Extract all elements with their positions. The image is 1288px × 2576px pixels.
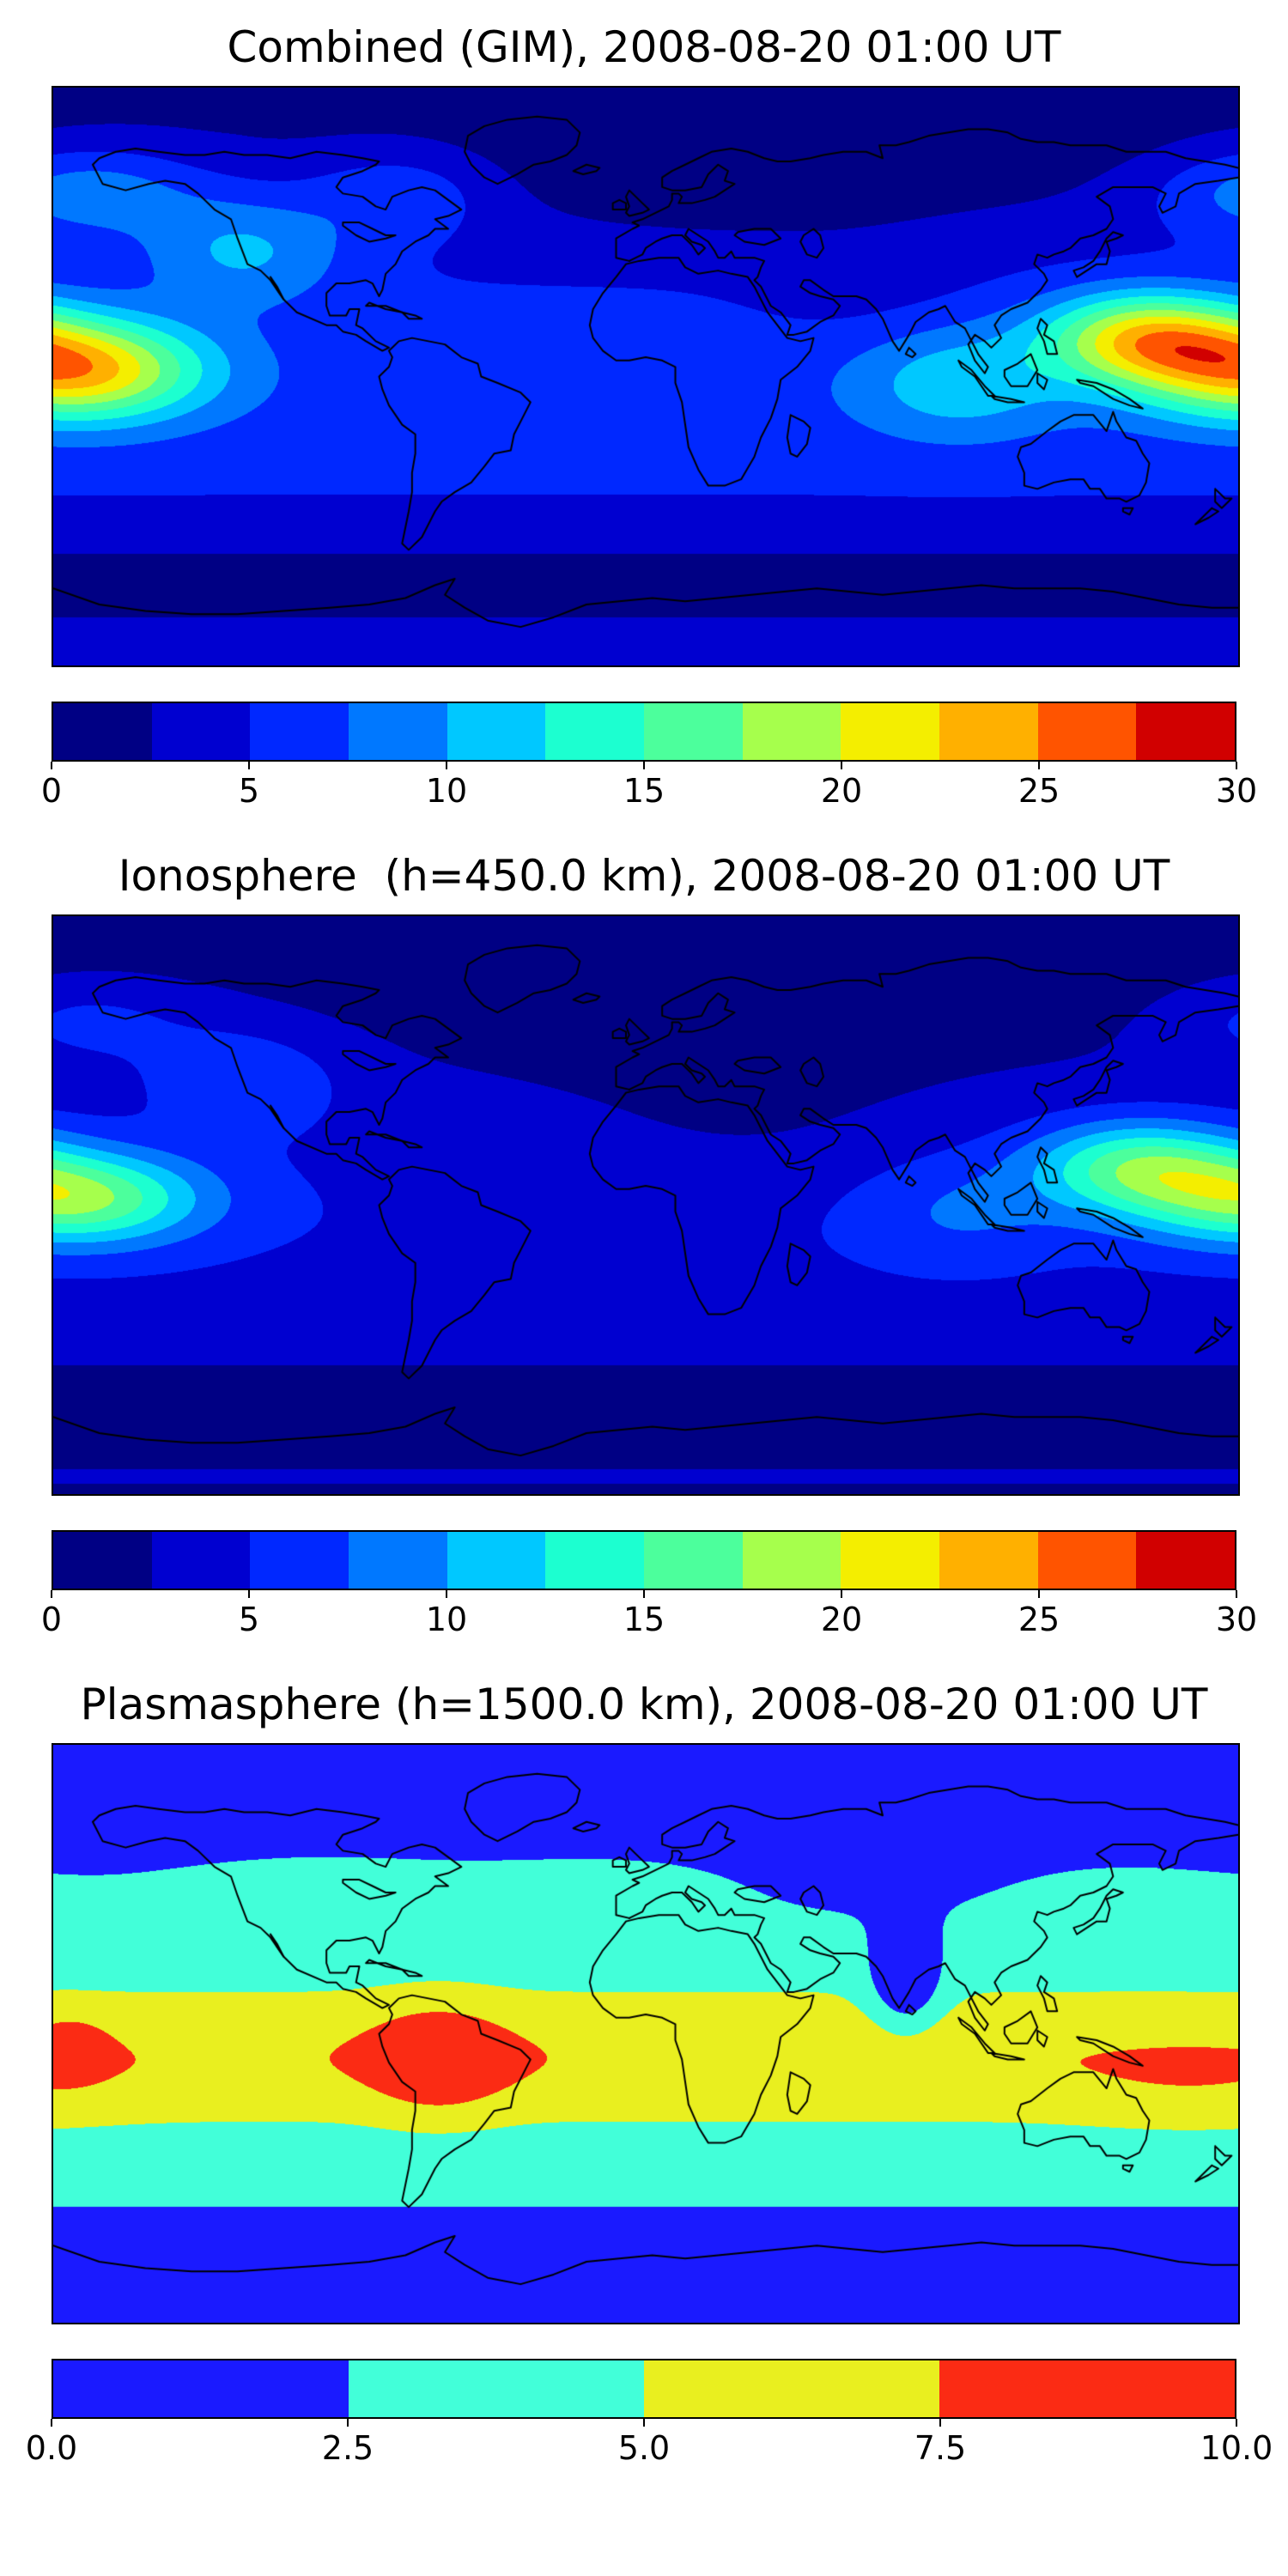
colorbar-segment [250,703,349,760]
map-panel-3: Plasmasphere (h=1500.0 km), 2008-08-20 0… [26,1680,1273,2472]
colorbar-ticks: 0.0 2.5 5.0 7.5 10.0 [26,2419,1273,2472]
colorbar-tick-label: 0.0 [25,2429,78,2467]
colorbar-tick-label: 15 [623,1601,665,1638]
colorbar-tick [1038,762,1040,769]
colorbar-segment [545,703,645,760]
colorbar-tick-label: 15 [623,772,665,810]
colorbar-segment [53,703,152,760]
panel-title: Ionosphere (h=450.0 km), 2008-08-20 01:0… [118,851,1170,901]
colorbar-segment [349,1532,447,1589]
panel-title: Combined (GIM), 2008-08-20 01:00 UT [227,22,1061,72]
colorbar-segment [841,703,940,760]
colorbar-segment [742,703,841,760]
map-panel-2: Ionosphere (h=450.0 km), 2008-08-20 01:0… [41,851,1257,1643]
colorbar-tick-label: 30 [1215,1601,1258,1638]
colorbar-tick [1236,2419,1237,2427]
colorbar-tick [643,762,645,769]
colorbar-tick [939,2419,941,2427]
map-panel-1: Combined (GIM), 2008-08-20 01:00 UT 0 5 10… [41,22,1257,815]
colorbar [52,1530,1236,1590]
colorbar-segment [644,2360,939,2417]
colorbar-segment [349,2360,644,2417]
colorbar-tick [248,1590,250,1598]
colorbar [52,702,1236,762]
colorbar-segment [1037,1532,1137,1589]
colorbar-tick [446,762,447,769]
colorbar-segment [939,703,1038,760]
colorbar-segment [447,1532,546,1589]
colorbar-segment [1136,1532,1236,1589]
colorbar-segment [939,2360,1235,2417]
colorbar-tick-label: 25 [1018,1601,1060,1638]
colorbar-tick [51,2419,52,2427]
colorbar-tick-label: 30 [1215,772,1258,810]
colorbar-segment [644,703,743,760]
colorbar-tick [347,2419,349,2427]
map-frame [52,1743,1240,2324]
colorbar-tick [248,762,250,769]
colorbar-tick-label: 10.0 [1200,2429,1273,2467]
panel-title: Plasmasphere (h=1500.0 km), 2008-08-20 0… [80,1680,1208,1729]
colorbar [52,2359,1236,2419]
world-map-canvas [53,88,1238,665]
colorbar-tick [841,1590,842,1598]
map-frame [52,86,1240,667]
world-map-canvas [53,1745,1238,2323]
colorbar-tick-label: 5 [238,1601,260,1638]
colorbar-tick [1236,1590,1237,1598]
map-frame [52,914,1240,1496]
colorbar-tick-label: 5 [238,772,260,810]
colorbar-segment [53,2360,349,2417]
colorbar-tick [51,762,52,769]
colorbar-segment [939,1532,1038,1589]
colorbar-tick [446,1590,447,1598]
colorbar-tick-label: 2.5 [321,2429,374,2467]
colorbar-segment [841,1532,940,1589]
colorbar-segment [644,1532,743,1589]
colorbar-segment [742,1532,841,1589]
colorbar-tick-label: 20 [820,1601,863,1638]
colorbar-tick-label: 25 [1018,772,1060,810]
colorbar-segment [1037,703,1137,760]
colorbar-segment [545,1532,645,1589]
colorbar-tick [841,762,842,769]
colorbar-tick-label: 10 [425,772,468,810]
world-map-canvas [53,916,1238,1494]
colorbar-segment [447,703,546,760]
colorbar-ticks: 0 5 10 15 20 25 30 [41,762,1257,815]
colorbar-segment [1136,703,1236,760]
colorbar-segment [151,1532,251,1589]
colorbar-segment [250,1532,349,1589]
colorbar-tick-label: 7.5 [914,2429,967,2467]
colorbar-segment [349,703,447,760]
colorbar-tick-label: 20 [820,772,863,810]
colorbar-tick-label: 0 [40,1601,63,1638]
colorbar-tick [643,1590,645,1598]
colorbar-tick-label: 5.0 [617,2429,671,2467]
colorbar-tick [643,2419,645,2427]
colorbar-tick-label: 0 [40,772,63,810]
colorbar-tick [1038,1590,1040,1598]
colorbar-tick [51,1590,52,1598]
colorbar-ticks: 0 5 10 15 20 25 30 [41,1590,1257,1643]
colorbar-tick-label: 10 [425,1601,468,1638]
figure: Combined (GIM), 2008-08-20 01:00 UT 0 5 10… [26,22,1273,2472]
colorbar-tick [1236,762,1237,769]
colorbar-segment [53,1532,152,1589]
colorbar-segment [151,703,251,760]
